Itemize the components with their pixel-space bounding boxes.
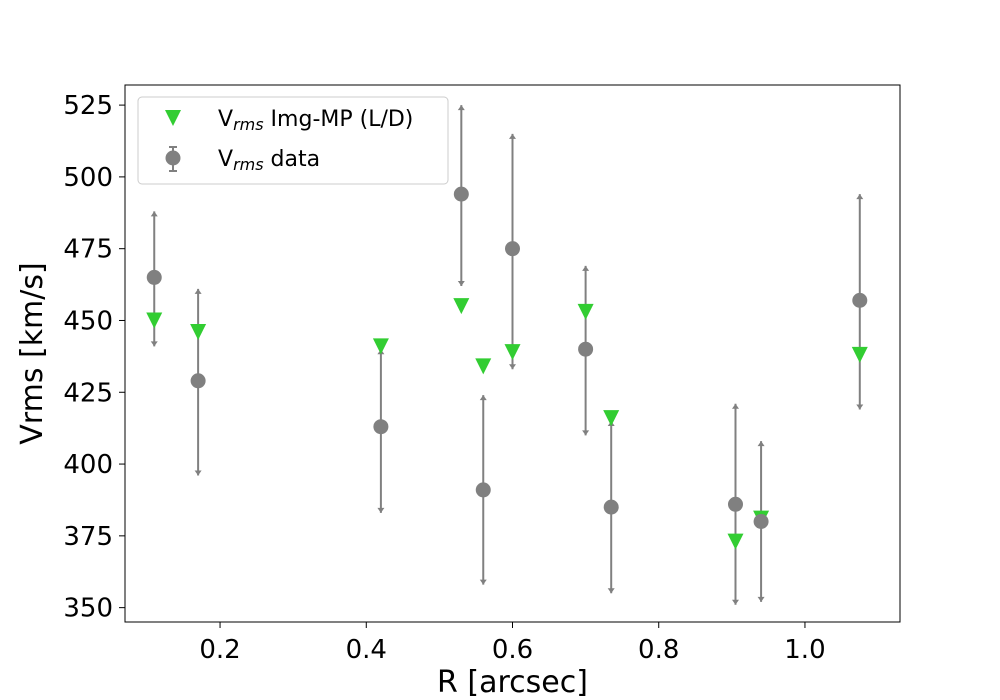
error-cap-down: [856, 404, 864, 410]
y-tick-label: 500: [63, 163, 113, 193]
error-cap-up: [194, 288, 202, 294]
error-cap-up: [582, 265, 590, 271]
model-point: [603, 410, 620, 427]
data-point: [505, 241, 520, 257]
y-tick-label: 400: [63, 450, 113, 480]
data-point: [190, 373, 206, 389]
error-cap-down: [731, 599, 739, 605]
data-point: [578, 341, 594, 357]
data-point: [453, 186, 469, 202]
error-cap-up: [150, 211, 158, 217]
x-axis-label: R [arcsec]: [437, 665, 588, 700]
error-cap-down: [582, 430, 590, 436]
y-tick-label: 475: [63, 235, 113, 265]
y-axis: 350 375 400 425 450 475 500 525: [63, 91, 125, 624]
error-cap-down: [150, 341, 158, 347]
y-tick-label: 425: [63, 378, 113, 408]
data-point: [727, 496, 743, 512]
error-cap-up: [479, 395, 487, 401]
error-cap-down: [377, 507, 385, 513]
error-cap-up: [457, 105, 465, 111]
legend-triangle-marker: [165, 110, 181, 126]
error-cap-up: [731, 403, 739, 409]
data-point: [753, 513, 769, 529]
data-point: [852, 292, 868, 308]
error-cap-down: [194, 470, 202, 476]
error-cap-up: [856, 194, 864, 200]
error-cap-up: [509, 133, 516, 139]
model-point: [372, 338, 389, 355]
data-point: [146, 269, 162, 285]
model-point: [577, 303, 594, 320]
y-tick-label: 450: [63, 306, 113, 336]
x-axis: 0.2 0.4 0.6 0.8 1.0: [199, 622, 826, 665]
legend: Vrms Img-MP (L/D) Vrms data: [137, 96, 449, 185]
error-cap-down: [757, 596, 765, 602]
model-point: [504, 344, 521, 361]
model-point: [146, 312, 163, 329]
x-tick-label: 1.0: [784, 635, 825, 665]
data-point: [373, 419, 389, 435]
x-tick-label: 0.6: [492, 635, 533, 665]
data-point: [603, 499, 619, 515]
legend-label: Vrms data: [218, 147, 320, 174]
legend-label: Vrms Img-MP (L/D): [218, 107, 413, 134]
model-point: [453, 298, 470, 315]
model-point: [727, 533, 744, 550]
model-point: [851, 346, 868, 363]
error-cap-down: [457, 281, 465, 287]
error-cap-down: [479, 579, 487, 585]
plot-marks: [146, 105, 868, 605]
error-cap-down: [509, 364, 516, 370]
x-tick-label: 0.4: [346, 635, 387, 665]
error-cap-down: [607, 588, 615, 594]
legend-box: [137, 96, 449, 185]
x-tick-label: 0.8: [638, 635, 679, 665]
x-tick-label: 0.2: [199, 635, 240, 665]
error-cap-up: [757, 441, 765, 447]
model-point: [475, 358, 492, 375]
y-tick-label: 525: [63, 91, 113, 121]
legend-circle-marker: [165, 150, 181, 166]
model-point: [190, 323, 207, 340]
data-point: [475, 482, 491, 498]
y-tick-label: 350: [63, 594, 113, 624]
y-tick-label: 375: [63, 522, 113, 552]
y-axis-label: Vrms [km/s]: [15, 262, 50, 444]
